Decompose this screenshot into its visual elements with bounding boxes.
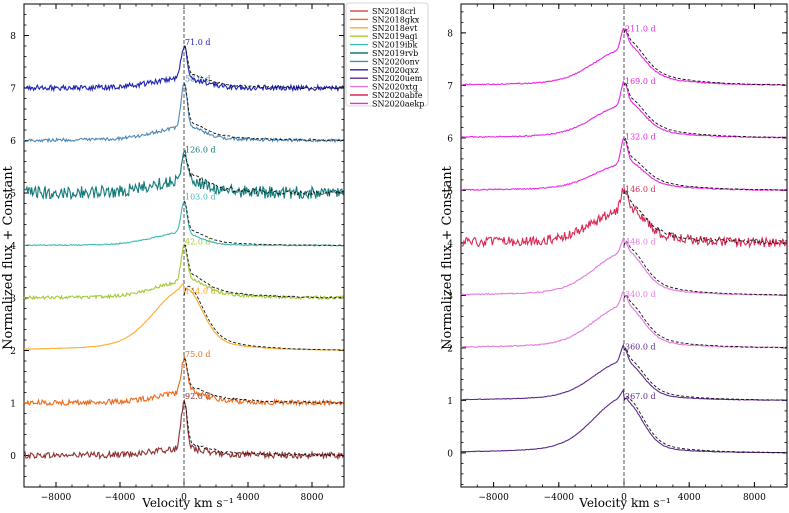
legend-label: SN2020aekp (372, 99, 424, 108)
right-y-tick-label: 1 (447, 397, 453, 407)
legend-label: SN2018crl (372, 7, 416, 16)
legend-label: SN2020uem (372, 74, 423, 83)
legend: SN2018crlSN2018gkxSN2018evtSN2019agiSN20… (345, 2, 429, 108)
right-comparison-dashed-0 (623, 395, 787, 454)
left-phase-label: 144.0 d (185, 287, 216, 296)
right-y-tick-label: 8 (447, 29, 453, 39)
left-comparison-dashed-2 (183, 285, 345, 351)
left-y-tick-label: 2 (10, 347, 16, 357)
right-phase-label: 360.0 d (625, 342, 656, 351)
right-phase-label: 211.0 d (625, 25, 656, 34)
right-y-tick-label: 2 (447, 344, 453, 354)
right-x-tick-label: 8000 (743, 493, 766, 503)
left-phase-label: 42.0 d (185, 237, 210, 246)
right-y-tick-label: 4 (447, 239, 453, 249)
right-spectrum-sn2020xtg-3400d (460, 289, 787, 349)
left-y-tick-label: 4 (10, 242, 16, 252)
legend-label: SN2020xtg (372, 83, 418, 92)
legend-label: SN2020onv (372, 57, 420, 66)
left-phase-label: 126.0 d (185, 145, 216, 154)
left-comparison-dashed-1 (183, 358, 345, 405)
left-comparison-dashed-7 (183, 46, 345, 90)
legend-label: SN2018gkx (372, 15, 420, 24)
right-spectrum-sn2020aekp-1690d (460, 79, 788, 139)
right-y-axis-label: Normalized flux + Constant (440, 165, 455, 350)
left-y-tick-label: 0 (10, 452, 16, 462)
left-x-axis-label: Velocity km s⁻¹ (141, 496, 233, 510)
right-phase-label: 169.0 d (625, 77, 656, 86)
right-phase-label: 340.0 d (625, 290, 656, 299)
left-y-tick-label: 5 (10, 190, 16, 200)
legend-label: SN2020qxz (372, 66, 419, 75)
right-comparison-dashed-6 (623, 81, 788, 139)
left-phase-label: 75.0 d (185, 350, 210, 359)
left-panel: −8000 −4000 0 4000 8000 0 1 2 3 4 5 6 7 8 92.0 d 75.0 d… (10, 3, 345, 503)
legend-label: SN2020abfe (372, 91, 423, 100)
left-phase-label: 58.0 d (185, 75, 210, 84)
right-spectrum-sn2020aekp-1320d (460, 137, 787, 192)
left-phase-label: 92.0 d (185, 392, 210, 401)
left-comparison-dashed-5 (183, 154, 345, 196)
legend-label: SN2018evt (372, 24, 418, 33)
right-y-tick-label: 0 (447, 449, 453, 459)
right-x-tick-label: −8000 (478, 493, 509, 503)
left-comparison-dashed-0 (183, 400, 345, 457)
legend-label: SN2019ibk (372, 41, 418, 50)
legend-label: SN2019agi (372, 32, 418, 41)
right-comparison-dashed-4 (623, 188, 788, 245)
left-comparison-dashed-4 (183, 200, 344, 246)
legend-label: SN2019rvb (372, 49, 418, 58)
left-x-tick-label: 4000 (237, 493, 260, 503)
right-x-axis-label: Velocity km s⁻¹ (578, 496, 670, 510)
left-x-tick-label: 0 (181, 493, 187, 503)
left-phase-label: 103.0 d (185, 193, 216, 202)
right-comparison-dashed-1 (623, 347, 788, 401)
left-y-tick-label: 7 (10, 85, 16, 95)
right-comparison-dashed-7 (623, 27, 788, 86)
right-phase-label: 132.0 d (625, 132, 656, 141)
right-phase-label: 448.0 d (625, 237, 656, 246)
right-comparison-dashed-2 (623, 293, 788, 349)
right-y-tick-label: 7 (447, 82, 453, 92)
left-spectrum-sn2019rvb-1260d (23, 149, 345, 201)
right-spectrum-sn2020xtg-4480d (460, 236, 787, 297)
right-phase-label: 267.0 d (625, 392, 656, 401)
right-x-tick-label: 4000 (678, 493, 701, 503)
left-y-tick-label: 3 (10, 295, 16, 305)
right-phase-label: 146.0 d (625, 185, 656, 194)
legend-box (345, 2, 429, 107)
left-y-axis-label: Normalized flux + Constant (1, 165, 16, 350)
left-x-tick-label: 8000 (301, 493, 324, 503)
right-y-tick-label: 5 (447, 187, 453, 197)
left-y-tick-label: 6 (10, 137, 16, 147)
left-comparison-dashed-3 (183, 244, 345, 299)
left-x-tick-label: −8000 (41, 493, 72, 503)
right-x-tick-label: −4000 (544, 493, 575, 503)
right-x-tick-label: 0 (621, 493, 627, 503)
left-phase-label: 71.0 d (185, 38, 210, 47)
right-comparison-dashed-3 (623, 240, 788, 296)
right-y-tick-label: 6 (447, 134, 453, 144)
left-spectrum-sn2019agi-420d (23, 243, 345, 301)
left-comparison-dashed-6 (183, 82, 345, 142)
right-comparison-dashed-5 (623, 137, 788, 191)
left-y-tick-label: 1 (10, 400, 16, 410)
left-x-tick-label: −4000 (105, 493, 136, 503)
right-spectrum-sn2020abfe-1460d (460, 187, 788, 249)
left-y-tick-label: 8 (10, 32, 16, 42)
right-y-tick-label: 3 (447, 292, 453, 302)
right-panel: −8000 −4000 0 4000 8000 0 1 2 3 4 5 6 7 8 267.0 d 360.0… (447, 3, 788, 503)
right-spectrum-sn2020aekp-2110d (460, 27, 787, 87)
